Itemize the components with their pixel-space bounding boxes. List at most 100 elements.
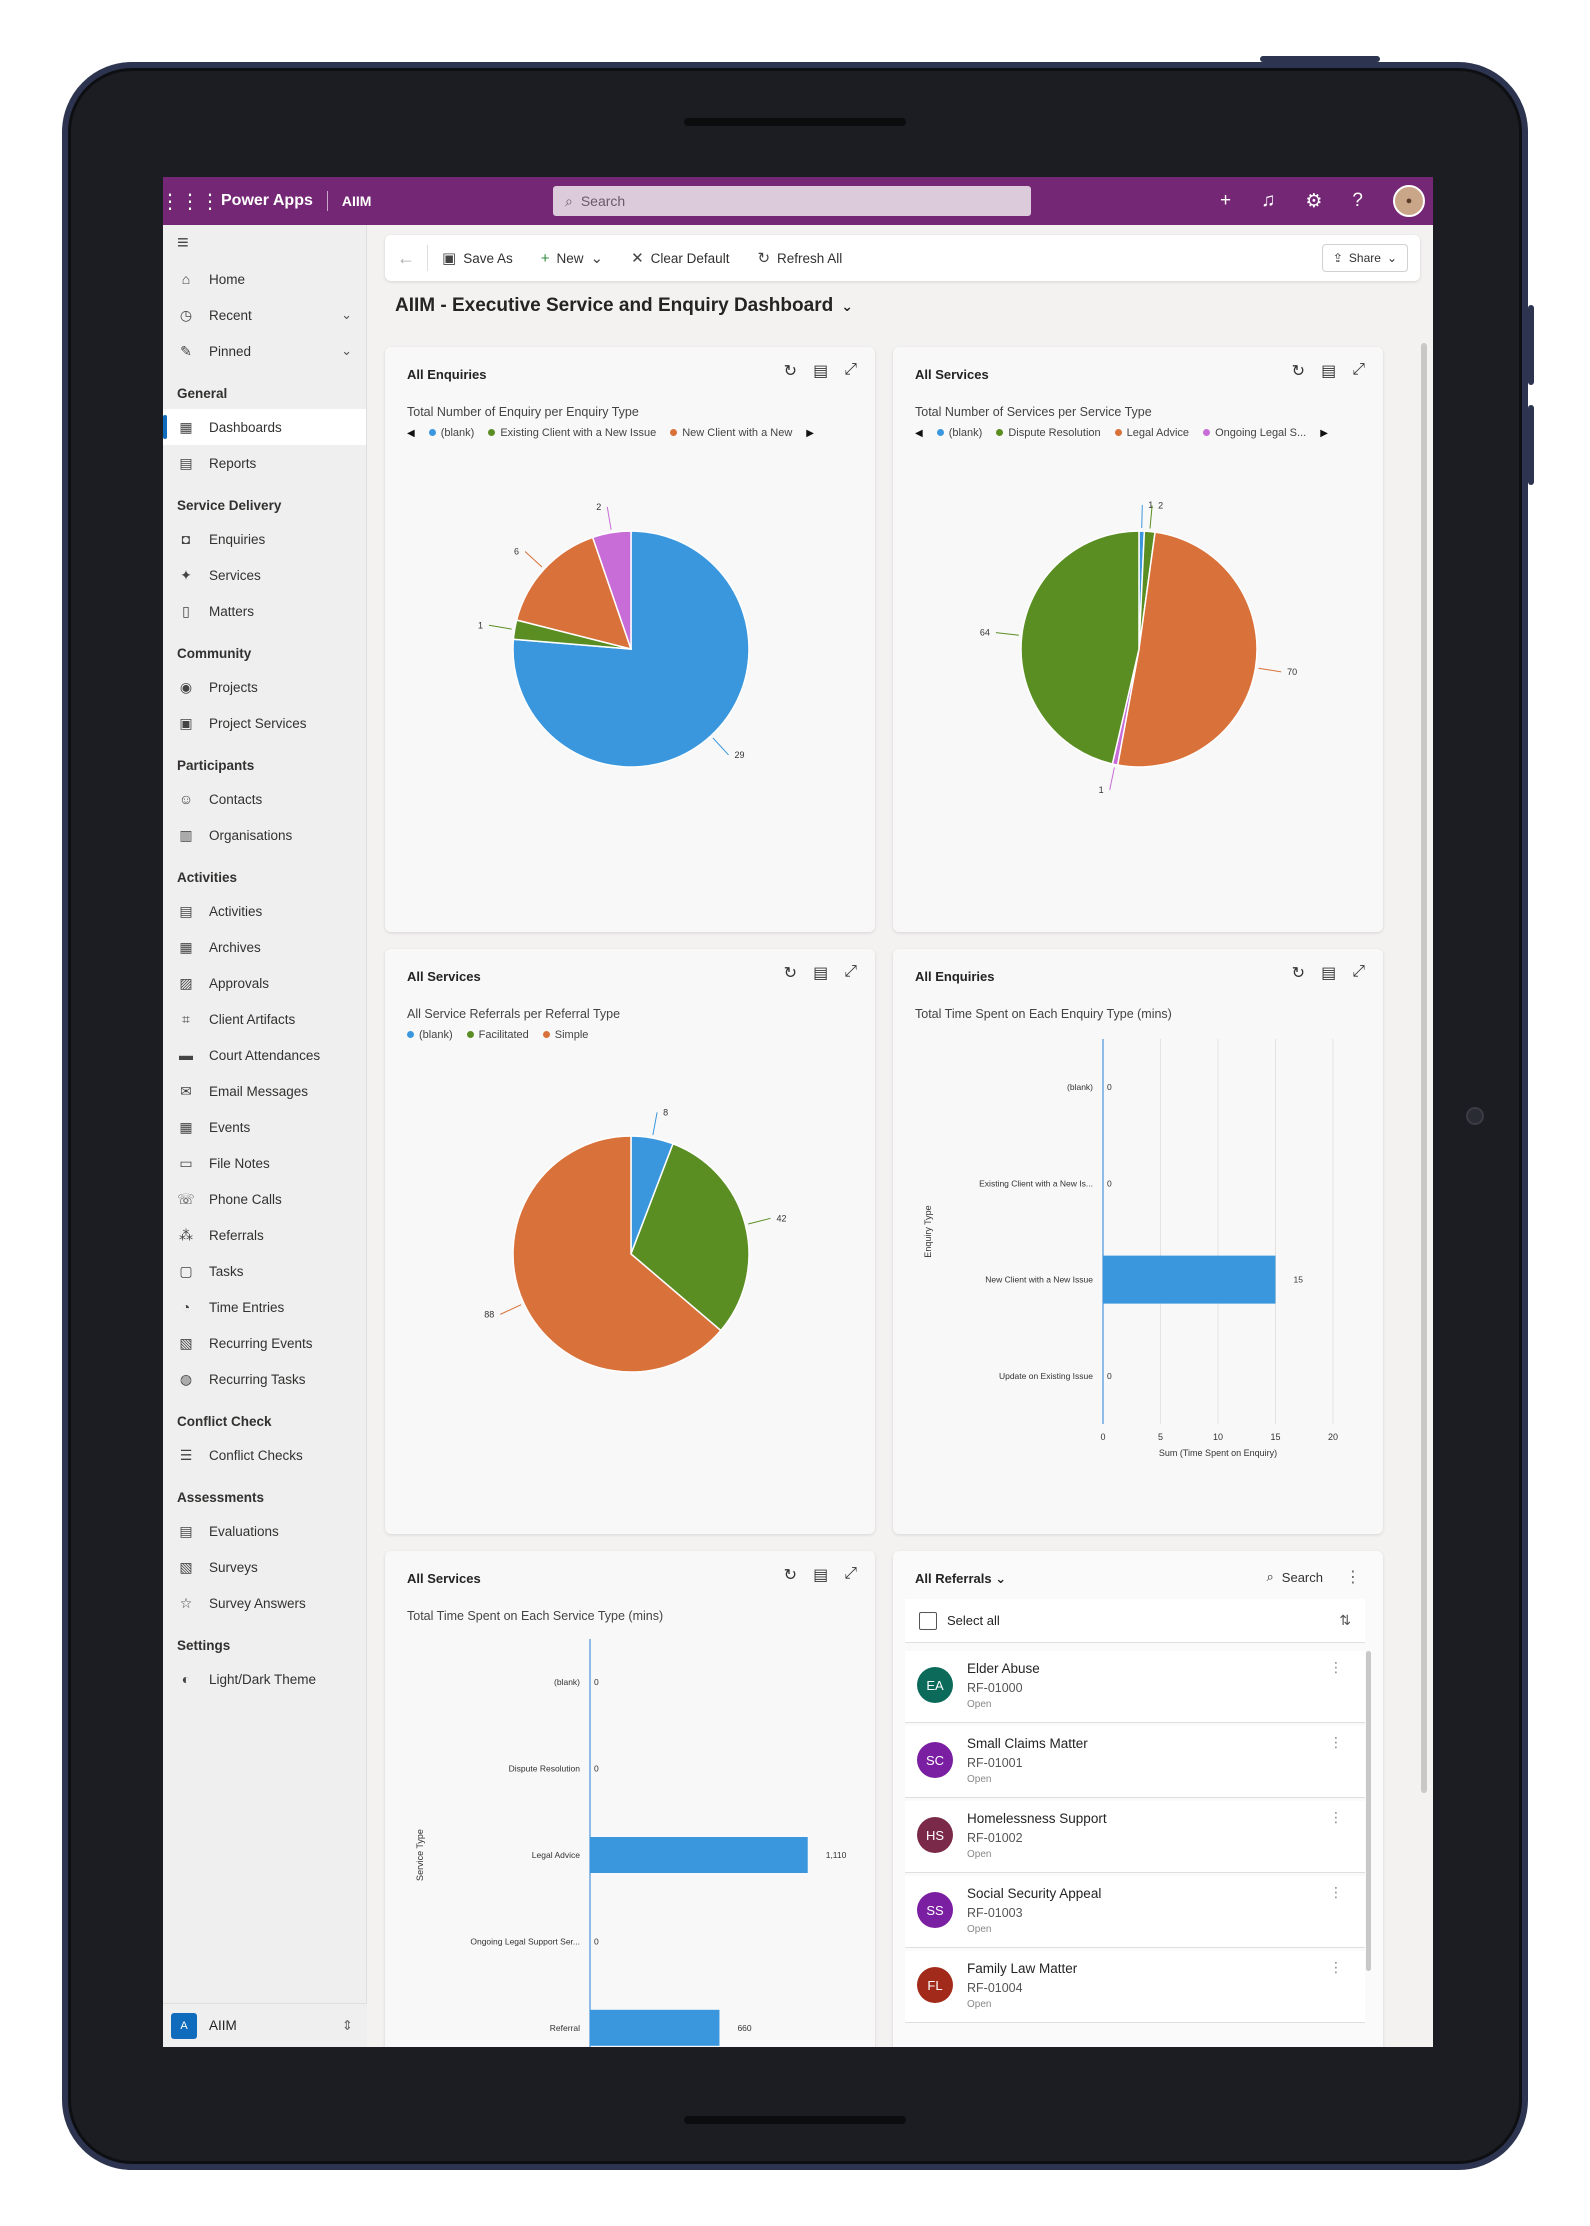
legend-item[interactable]: (blank) [428, 427, 474, 439]
record-name[interactable]: Small Claims Matter [967, 1736, 1088, 1751]
share-button[interactable]: ⇪ Share ⌄ [1321, 244, 1408, 272]
user-avatar[interactable]: ● [1393, 185, 1425, 217]
sidebar-item-archives[interactable]: ▦ Archives [163, 929, 366, 965]
sidebar-item-referrals[interactable]: ⁂ Referrals [163, 1217, 366, 1253]
list-search-button[interactable]: ⌕ Search [1267, 1569, 1323, 1585]
refresh-icon[interactable]: ↻ [783, 363, 798, 380]
gear-icon[interactable]: ⚙ [1305, 190, 1323, 212]
sidebar-item-surveys[interactable]: ▧ Surveys [163, 1549, 366, 1585]
view-records-icon[interactable]: ▤ [813, 363, 829, 380]
sidebar-item-court-attendances[interactable]: ▬ Court Attendances [163, 1037, 366, 1073]
chevron-down-icon[interactable]: ⌄ [341, 307, 352, 322]
sort-icon[interactable]: ⇅ [1339, 1612, 1351, 1628]
pie-slice[interactable] [515, 536, 633, 651]
sidebar-item-contacts[interactable]: ☺ Contacts [163, 781, 366, 817]
more-options-icon[interactable]: ⋮ [1329, 1809, 1343, 1825]
legend-item[interactable]: Legal Advice [1114, 427, 1189, 439]
legend-item[interactable]: (blank) [936, 427, 982, 439]
sidebar-item-enquiries[interactable]: ◘ Enquiries [163, 521, 366, 557]
legend-next-icon[interactable]: ▶ [806, 427, 814, 439]
sidebar-item-approvals[interactable]: ▨ Approvals [163, 965, 366, 1001]
bell-icon[interactable]: ♫ [1261, 190, 1276, 211]
record-name[interactable]: Social Security Appeal [967, 1886, 1102, 1901]
bar[interactable] [590, 1837, 808, 1873]
expand-icon[interactable]: ⤢ [844, 361, 857, 378]
view-records-icon[interactable]: ▤ [1321, 363, 1337, 380]
chevron-down-icon[interactable]: ⌄ [341, 343, 352, 358]
hamburger-menu-icon[interactable]: ≡ [177, 231, 189, 254]
pie-slice[interactable] [630, 1142, 750, 1332]
legend-item[interactable]: (blank) [407, 1029, 453, 1041]
sidebar-item-conflict-checks[interactable]: ☰ Conflict Checks [163, 1437, 366, 1473]
new-button[interactable]: + New ⌄ [527, 235, 617, 281]
more-options-icon[interactable]: ⋮ [1329, 1884, 1343, 1900]
refresh-icon[interactable]: ↻ [1291, 965, 1306, 982]
sidebar-item-events[interactable]: ▦ Events [163, 1109, 366, 1145]
refresh-icon[interactable]: ↻ [783, 1567, 798, 1584]
sidebar-item-activities[interactable]: ▤ Activities [163, 893, 366, 929]
pie-slice[interactable] [1020, 530, 1140, 765]
more-options-icon[interactable]: ⋮ [1329, 1959, 1343, 1975]
select-all-row[interactable]: Select all ⇅ [905, 1599, 1365, 1643]
sidebar-item-file-notes[interactable]: ▭ File Notes [163, 1145, 366, 1181]
sidebar-item-matters[interactable]: ▯ Matters [163, 593, 366, 629]
sidebar-item-reports[interactable]: ▤ Reports [163, 445, 366, 481]
expand-icon[interactable]: ⤢ [844, 1565, 857, 1582]
legend-item[interactable]: Ongoing Legal S... [1203, 427, 1306, 439]
record-name[interactable]: Homelessness Support [967, 1811, 1107, 1826]
help-icon[interactable]: ? [1352, 190, 1363, 211]
sidebar-item-time-entries[interactable]: ◔ Time Entries [163, 1289, 366, 1325]
pie-slice[interactable] [1116, 531, 1258, 768]
list-item[interactable]: SC Small Claims Matter RF-01001 Open ⋮ [905, 1726, 1365, 1798]
main-scrollbar[interactable] [1421, 343, 1427, 1793]
pie-slice[interactable] [591, 530, 632, 650]
refresh-all-button[interactable]: ↻ Refresh All [743, 235, 856, 281]
refresh-icon[interactable]: ↻ [1291, 363, 1306, 380]
legend-prev-icon[interactable]: ◀ [915, 427, 923, 439]
sidebar-item-project-services[interactable]: ▣ Project Services [163, 705, 366, 741]
area-switcher[interactable]: A AIIM ⇕ [163, 2003, 367, 2047]
sidebar-item-projects[interactable]: ◉ Projects [163, 669, 366, 705]
record-name[interactable]: Elder Abuse [967, 1661, 1040, 1676]
environment-name[interactable]: AIIM [341, 193, 372, 209]
app-name[interactable]: Power Apps [221, 192, 313, 209]
sidebar-item-light-dark-theme[interactable]: ◐ Light/Dark Theme [163, 1661, 366, 1697]
pie-slice[interactable] [512, 1135, 722, 1373]
sidebar-item-email-messages[interactable]: ✉ Email Messages [163, 1073, 366, 1109]
sidebar-item-recurring-events[interactable]: ▧ Recurring Events [163, 1325, 366, 1361]
view-selector[interactable]: All Referrals ⌄ [915, 1571, 1006, 1587]
sidebar-item-tasks[interactable]: ▢ Tasks [163, 1253, 366, 1289]
expand-icon[interactable]: ⤢ [1352, 361, 1365, 378]
legend-item[interactable]: Simple [542, 1029, 588, 1041]
legend-next-icon[interactable]: ▶ [1320, 427, 1328, 439]
more-options-icon[interactable]: ⋮ [1345, 1569, 1361, 1586]
back-arrow-icon[interactable]: ← [397, 247, 415, 268]
sidebar-item-recent[interactable]: ◷ Recent ⌄ [163, 297, 366, 333]
view-records-icon[interactable]: ▤ [813, 965, 829, 982]
list-item[interactable]: HS Homelessness Support RF-01002 Open ⋮ [905, 1801, 1365, 1873]
list-scrollbar[interactable] [1366, 1651, 1371, 1971]
sidebar-item-recurring-tasks[interactable]: ◍ Recurring Tasks [163, 1361, 366, 1397]
sidebar-item-evaluations[interactable]: ▤ Evaluations [163, 1513, 366, 1549]
more-options-icon[interactable]: ⋮ [1329, 1659, 1343, 1675]
save-as-button[interactable]: ▣ Save As [428, 235, 527, 281]
list-item[interactable]: FL Family Law Matter RF-01004 Open ⋮ [905, 1951, 1365, 2023]
legend-item[interactable]: New Client with a New [670, 427, 792, 439]
bar[interactable] [1103, 1255, 1276, 1304]
sidebar-item-organisations[interactable]: ▥ Organisations [163, 817, 366, 853]
list-item[interactable]: SS Social Security Appeal RF-01003 Open … [905, 1876, 1365, 1948]
refresh-icon[interactable]: ↻ [783, 965, 798, 982]
sidebar-item-client-artifacts[interactable]: ⌗ Client Artifacts [163, 1001, 366, 1037]
legend-item[interactable]: Existing Client with a New Issue [488, 427, 656, 439]
expand-icon[interactable]: ⤢ [844, 963, 857, 980]
select-all-checkbox[interactable] [919, 1611, 937, 1630]
sidebar-item-dashboards[interactable]: ▦ Dashboards [163, 409, 366, 445]
dashboard-title-selector[interactable]: AIIM - Executive Service and Enquiry Das… [395, 295, 853, 317]
sidebar-item-pinned[interactable]: ✎ Pinned ⌄ [163, 333, 366, 369]
clear-default-button[interactable]: ✕ Clear Default [617, 235, 743, 281]
record-name[interactable]: Family Law Matter [967, 1961, 1078, 1976]
more-options-icon[interactable]: ⋮ [1329, 1734, 1343, 1750]
list-item[interactable]: EA Elder Abuse RF-01000 Open ⋮ [905, 1651, 1365, 1723]
global-search-input[interactable]: ⌕ Search [553, 186, 1031, 216]
sidebar-item-survey-answers[interactable]: ☆ Survey Answers [163, 1585, 366, 1621]
